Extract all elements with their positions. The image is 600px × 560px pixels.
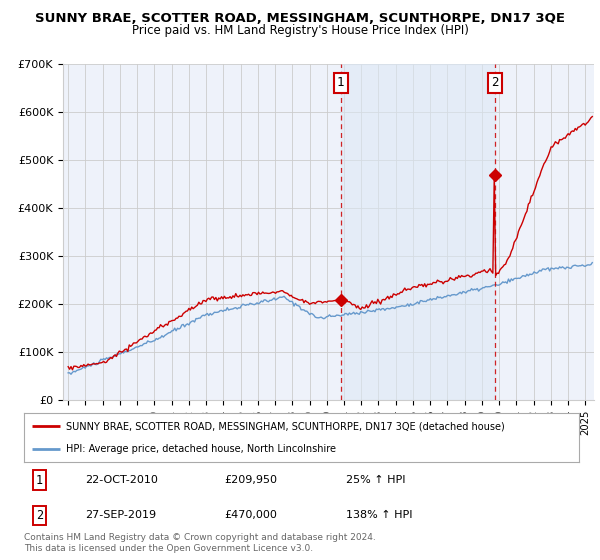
Text: SUNNY BRAE, SCOTTER ROAD, MESSINGHAM, SCUNTHORPE, DN17 3QE (detached house): SUNNY BRAE, SCOTTER ROAD, MESSINGHAM, SC… (65, 421, 505, 431)
Text: £209,950: £209,950 (224, 475, 277, 486)
Text: 25% ↑ HPI: 25% ↑ HPI (346, 475, 406, 486)
Text: 1: 1 (36, 474, 43, 487)
Text: Price paid vs. HM Land Registry's House Price Index (HPI): Price paid vs. HM Land Registry's House … (131, 24, 469, 36)
Text: Contains HM Land Registry data © Crown copyright and database right 2024.
This d: Contains HM Land Registry data © Crown c… (24, 533, 376, 553)
Bar (341, 64, 494, 400)
Text: 2: 2 (36, 509, 43, 522)
Text: SUNNY BRAE, SCOTTER ROAD, MESSINGHAM, SCUNTHORPE, DN17 3QE: SUNNY BRAE, SCOTTER ROAD, MESSINGHAM, SC… (35, 12, 565, 25)
Text: 138% ↑ HPI: 138% ↑ HPI (346, 510, 412, 520)
Text: £470,000: £470,000 (224, 510, 277, 520)
Text: 2: 2 (491, 76, 499, 90)
Text: 27-SEP-2019: 27-SEP-2019 (85, 510, 156, 520)
Text: HPI: Average price, detached house, North Lincolnshire: HPI: Average price, detached house, Nort… (65, 444, 335, 454)
Text: 22-OCT-2010: 22-OCT-2010 (85, 475, 158, 486)
Text: 1: 1 (337, 76, 344, 90)
